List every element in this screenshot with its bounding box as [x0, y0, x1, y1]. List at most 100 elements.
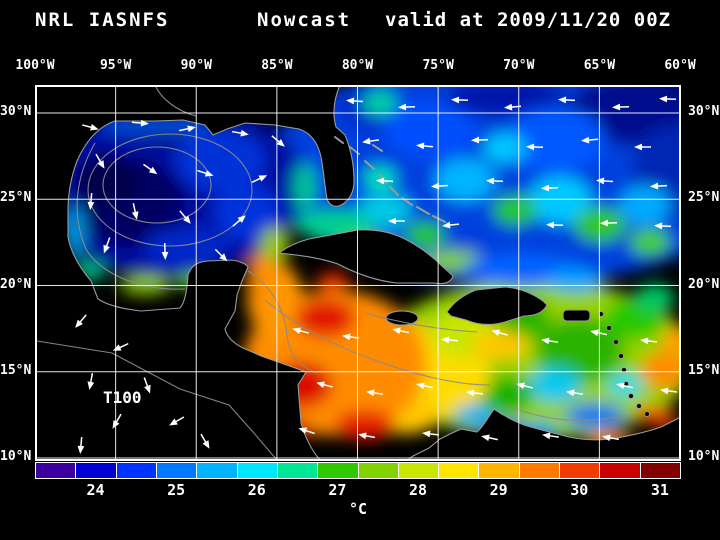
field-blob: [565, 403, 625, 429]
colorbar-tick-label: 26: [247, 481, 266, 499]
current-arrow: [416, 382, 433, 390]
current-arrow: [112, 342, 129, 351]
current-arrow: [161, 242, 169, 260]
field-blob: [435, 158, 495, 202]
field-blob: [335, 410, 395, 440]
colorbar-segment: [640, 463, 680, 478]
title-valid-time: valid at 2009/11/20 00Z: [385, 9, 672, 31]
field-blob: [619, 185, 671, 225]
current-vectors: [75, 95, 678, 454]
current-arrow: [504, 103, 522, 111]
current-arrow: [451, 96, 469, 104]
current-arrow: [131, 203, 139, 220]
lon-tick-label: 85°W: [261, 58, 293, 73]
title-product: Nowcast: [257, 9, 352, 31]
current-arrow: [271, 135, 285, 147]
lon-tick-label: 90°W: [180, 58, 212, 73]
field-blob: [547, 269, 603, 291]
field-blob: [75, 154, 139, 206]
current-arrow: [558, 96, 576, 104]
colorbar-tick-label: 29: [489, 481, 508, 499]
lat-tick-label-right: 15°N: [688, 362, 720, 378]
lon-tick-label: 100°W: [15, 58, 55, 73]
current-arrow: [516, 382, 533, 390]
current-arrow: [546, 221, 564, 229]
current-arrow: [581, 136, 599, 144]
current-arrow: [616, 382, 633, 390]
current-arrow: [650, 182, 668, 190]
field-blob: [483, 133, 527, 163]
colorbar-segment: [237, 463, 277, 478]
colorbar-segment: [519, 463, 560, 478]
field-blob: [455, 404, 495, 426]
current-arrow: [197, 169, 214, 177]
current-arrow: [388, 217, 405, 225]
colorbar-tick-label: 30: [570, 481, 589, 499]
current-arrow: [612, 103, 630, 111]
current-arrow: [358, 432, 376, 440]
colorbar-segment: [479, 463, 519, 478]
current-arrow: [659, 95, 677, 103]
colorbar-segment: [156, 463, 197, 478]
current-arrow: [600, 219, 618, 227]
current-arrow: [75, 314, 87, 328]
lesser-antilles-islands: [598, 311, 650, 417]
current-arrow: [466, 389, 484, 397]
depth-contours: [36, 85, 626, 461]
lat-tick-label-left: 15°N: [0, 362, 32, 378]
current-arrow: [526, 143, 544, 151]
current-arrow: [441, 336, 459, 344]
current-arrow: [342, 333, 360, 341]
colorbar-segment: [600, 463, 640, 478]
current-arrow: [362, 137, 380, 145]
current-arrow: [169, 416, 185, 426]
field-blob: [316, 272, 350, 290]
current-arrow: [634, 143, 651, 151]
lon-tick-label: 75°W: [422, 58, 454, 73]
current-arrow: [422, 430, 440, 438]
current-arrow: [316, 381, 333, 389]
current-arrow: [602, 434, 620, 442]
current-arrow: [471, 136, 489, 144]
field-blob: [505, 107, 605, 173]
colorbar-tick-label: 28: [408, 481, 427, 499]
colorbar-tick-label: 27: [328, 481, 347, 499]
current-arrow: [481, 434, 498, 442]
current-arrow: [214, 248, 228, 262]
field-blob: [385, 102, 475, 158]
current-arrow: [298, 427, 315, 435]
field-blob: [364, 166, 396, 190]
current-arrow: [392, 327, 409, 335]
field-blob: [295, 299, 355, 337]
lat-tick-label-right: 10°N: [688, 449, 720, 464]
colorbar-segment: [36, 463, 76, 478]
current-arrow: [179, 210, 191, 224]
field-blob: [405, 222, 445, 248]
colorbar-segment: [116, 463, 156, 478]
current-arrow: [491, 329, 508, 337]
depth-label: T100: [103, 388, 142, 407]
lat-tick-label-left: 25°N: [0, 190, 32, 206]
current-arrow: [486, 177, 504, 185]
lat-tick-label-left: 20°N: [0, 276, 32, 292]
field-blob: [470, 331, 530, 359]
lon-tick-label: 80°W: [341, 58, 374, 73]
current-arrow: [292, 327, 309, 335]
current-arrow: [251, 175, 268, 184]
field-blob: [493, 195, 537, 225]
colorbar-tick-label: 24: [86, 481, 105, 499]
lon-tick-label: 95°W: [99, 58, 132, 73]
sea-temperature-map: T100: [35, 85, 681, 461]
current-arrow: [232, 215, 246, 227]
lon-tick-label: 70°W: [503, 58, 535, 73]
current-arrow: [143, 377, 151, 394]
colorbar-segment: [358, 463, 398, 478]
current-arrow: [87, 372, 95, 390]
current-arrow: [442, 221, 460, 229]
current-arrow: [542, 432, 560, 440]
colorbar-tick-label: 31: [650, 481, 669, 499]
colorbar-segment: [439, 463, 479, 478]
current-arrow: [376, 177, 394, 185]
field-blob: [661, 327, 681, 353]
